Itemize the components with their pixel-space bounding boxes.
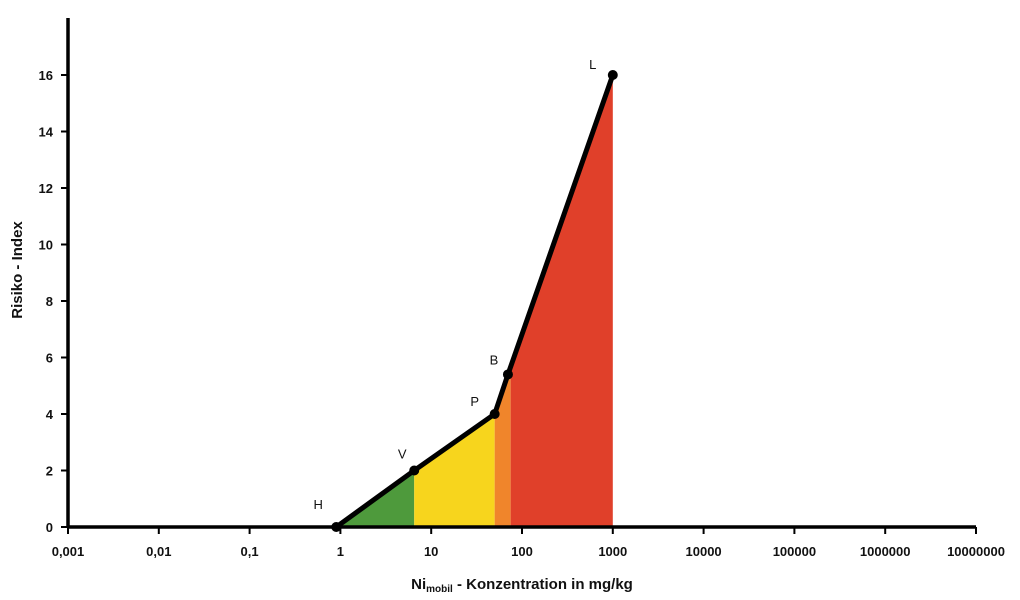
x-axis-title: Nimobil - Konzentration in mg/kg — [411, 576, 633, 595]
x-tick-label: 1000 — [598, 544, 627, 559]
x-axis-title-rest: - Konzentration in mg/kg — [453, 576, 633, 593]
risk-zone-2 — [414, 414, 495, 527]
y-tick-label: 6 — [46, 351, 53, 366]
y-tick-label: 10 — [39, 238, 53, 253]
x-tick-label: 0,001 — [52, 544, 85, 559]
risk-curve — [331, 70, 618, 532]
x-tick-label: 0,01 — [146, 544, 171, 559]
y-tick-label: 14 — [39, 125, 54, 140]
point-marker-v — [409, 465, 420, 476]
y-tick-label: 2 — [46, 464, 53, 479]
x-axis-title-sub: mobil — [426, 584, 453, 595]
point-marker-p — [489, 409, 500, 419]
x-tick-label: 1000000 — [860, 544, 911, 559]
x-tick-label: 0,1 — [241, 544, 259, 559]
x-tick-label: 10000 — [686, 544, 722, 559]
x-tick-label: 100 — [511, 544, 533, 559]
point-marker-b — [502, 369, 513, 380]
y-tick-label: 0 — [46, 520, 53, 535]
x-axis-title-main: Ni — [411, 576, 426, 593]
point-label-v: V — [398, 447, 407, 462]
point-label-b: B — [490, 352, 499, 367]
axes: 0,001 0,01 0,1 1 10 100 1000 10000 100000 1000000… — [39, 18, 1005, 559]
y-tick-label: 12 — [39, 181, 53, 196]
y-tick-label: 8 — [46, 294, 53, 309]
point-label-p: P — [470, 394, 479, 409]
x-tick-label: 1 — [337, 544, 344, 559]
point-marker-l — [607, 70, 618, 80]
risk-zone-4 — [510, 75, 613, 527]
point-marker-h — [331, 522, 342, 532]
y-axis-title: Risiko - Index — [9, 221, 26, 319]
point-label-h: H — [314, 497, 323, 512]
x-tick-label: 100000 — [773, 544, 816, 559]
risk-zones — [336, 75, 613, 527]
y-tick-label: 4 — [46, 407, 54, 422]
x-tick-label: 10 — [424, 544, 438, 559]
x-tick-label: 10000000 — [947, 544, 1005, 559]
labels: H V P B L — [314, 57, 597, 512]
point-label-l: L — [589, 57, 596, 72]
y-tick-label: 16 — [39, 68, 53, 83]
